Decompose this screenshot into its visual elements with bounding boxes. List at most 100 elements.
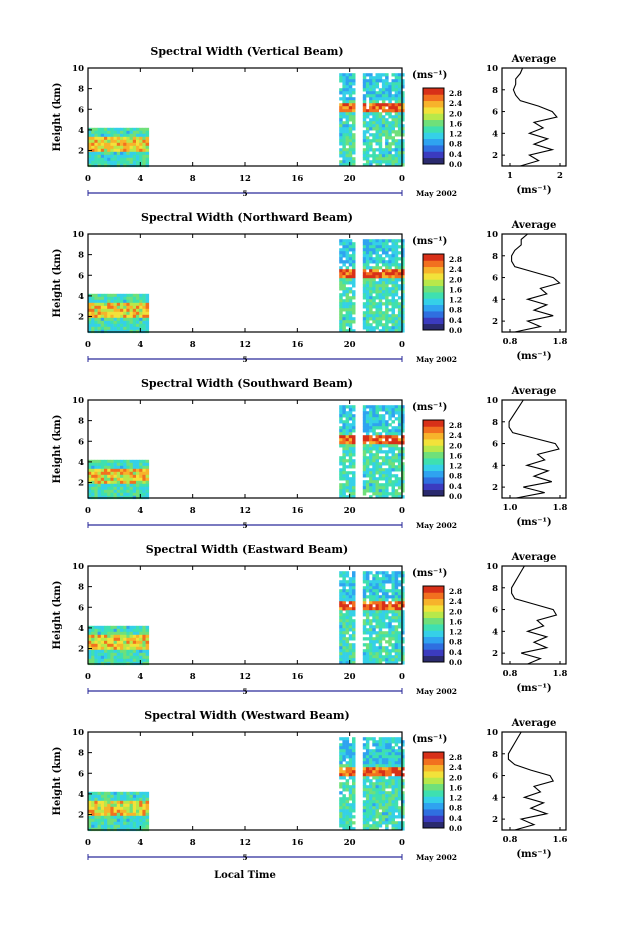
heatmap-cell bbox=[362, 483, 367, 487]
heatmap-cell bbox=[88, 142, 92, 147]
heatmap-cell bbox=[129, 815, 134, 820]
heatmap-cell bbox=[345, 770, 350, 774]
heatmap-cell bbox=[142, 492, 146, 497]
heatmap-cell bbox=[381, 746, 386, 750]
colorbar-segment bbox=[423, 777, 444, 785]
heatmap-cell bbox=[388, 815, 392, 819]
heatmap-cell bbox=[129, 474, 134, 479]
heatmap-cell bbox=[339, 655, 343, 659]
heatmap-cell bbox=[397, 287, 402, 291]
heatmap-cell bbox=[113, 459, 118, 464]
heatmap-cell bbox=[345, 73, 350, 77]
heatmap-cell bbox=[394, 447, 399, 451]
heatmap-cell bbox=[342, 148, 346, 152]
heatmap-cell bbox=[401, 435, 405, 439]
heatmap-cell bbox=[378, 661, 383, 665]
heatmap-cell bbox=[126, 477, 130, 482]
heatmap-cell bbox=[372, 631, 376, 635]
heatmap-cell bbox=[385, 767, 389, 771]
heatmap-cell bbox=[385, 91, 389, 95]
heatmap-cell bbox=[401, 314, 405, 318]
heatmap-cell bbox=[136, 806, 140, 811]
heatmap-cell bbox=[107, 474, 111, 479]
heatmap-cell bbox=[381, 133, 386, 137]
heatmap-cell bbox=[348, 103, 353, 107]
heatmap-cell bbox=[132, 317, 137, 322]
heatmap-cell bbox=[345, 818, 350, 822]
heatmap-cell bbox=[362, 82, 367, 86]
heatmap-cell bbox=[342, 824, 346, 828]
heatmap-cell bbox=[88, 326, 92, 331]
heatmap-cell bbox=[113, 136, 118, 141]
heatmap-cell bbox=[369, 444, 373, 448]
heatmap-cell bbox=[342, 133, 346, 137]
colorbar-tick-label: 2.0 bbox=[449, 441, 462, 450]
heatmap-cell bbox=[394, 495, 399, 499]
heatmap-cell bbox=[362, 571, 367, 575]
heatmap-cell bbox=[123, 293, 127, 298]
heatmap-cell bbox=[378, 824, 383, 828]
heatmap-cell bbox=[391, 661, 395, 665]
heatmap-cell bbox=[110, 311, 114, 316]
heatmap-cell bbox=[381, 329, 386, 333]
heatmap-cell bbox=[129, 800, 134, 805]
heatmap-cell bbox=[381, 311, 386, 315]
heatmap-cell bbox=[385, 758, 389, 762]
heatmap-cell bbox=[369, 646, 373, 650]
heatmap-cell bbox=[378, 610, 383, 614]
colorbar-segment bbox=[423, 802, 444, 810]
heatmap-cell bbox=[397, 604, 402, 608]
heatmap-cell bbox=[91, 806, 95, 811]
heatmap-cell bbox=[348, 423, 353, 427]
heatmap-cell bbox=[397, 746, 402, 750]
heatmap-cell bbox=[365, 743, 370, 747]
heatmap-cell bbox=[385, 242, 389, 246]
heatmap-cell bbox=[397, 788, 402, 792]
heatmap-cell bbox=[362, 124, 367, 128]
heatmap-cell bbox=[385, 592, 389, 596]
heatmap-cell bbox=[385, 806, 389, 810]
heatmap-cell bbox=[362, 118, 367, 122]
heatmap-cell bbox=[369, 643, 373, 647]
heatmap-cell bbox=[397, 773, 402, 777]
heatmap-cell bbox=[394, 743, 399, 747]
heatmap-cell bbox=[132, 800, 137, 805]
heatmap-cell bbox=[369, 782, 373, 786]
heatmap-cell bbox=[126, 483, 130, 488]
heatmap-cell bbox=[394, 574, 399, 578]
heatmap-cell bbox=[362, 290, 367, 294]
heatmap-cell bbox=[362, 785, 367, 789]
heatmap-cell bbox=[394, 106, 399, 110]
heatmap-cell bbox=[342, 465, 346, 469]
heatmap-cell bbox=[385, 456, 389, 460]
heatmap-cell bbox=[132, 649, 137, 654]
heatmap-cell bbox=[142, 655, 146, 660]
heatmap-cell bbox=[129, 658, 134, 663]
heatmap-cell bbox=[388, 797, 392, 801]
heatmap-cell bbox=[94, 821, 98, 826]
heatmap-cell bbox=[369, 815, 373, 819]
heatmap-cell bbox=[352, 112, 356, 116]
heatmap-cell bbox=[365, 151, 370, 155]
heatmap-cell bbox=[375, 97, 379, 101]
heatmap-cell bbox=[348, 314, 353, 318]
heatmap-cell bbox=[401, 323, 405, 327]
heatmap-cell bbox=[142, 136, 146, 141]
heatmap-cell bbox=[385, 761, 389, 765]
heatmap-cell bbox=[378, 652, 383, 656]
heatmap-cell bbox=[394, 480, 399, 484]
heatmap-cell bbox=[378, 323, 383, 327]
heatmap-cell bbox=[120, 791, 124, 796]
heatmap-cell bbox=[123, 480, 127, 485]
heatmap-cell bbox=[397, 486, 402, 490]
heatmap-cell bbox=[100, 797, 105, 802]
heatmap-cell bbox=[126, 803, 130, 808]
heatmap-cell bbox=[339, 76, 343, 80]
heatmap-cell bbox=[339, 622, 343, 626]
y-tick-label: 6 bbox=[78, 769, 84, 779]
heatmap-cell bbox=[352, 251, 356, 255]
heatmap-cell bbox=[339, 311, 343, 315]
heatmap-cell bbox=[107, 797, 111, 802]
heatmap-cell bbox=[100, 821, 105, 826]
heatmap-cell bbox=[94, 142, 98, 147]
